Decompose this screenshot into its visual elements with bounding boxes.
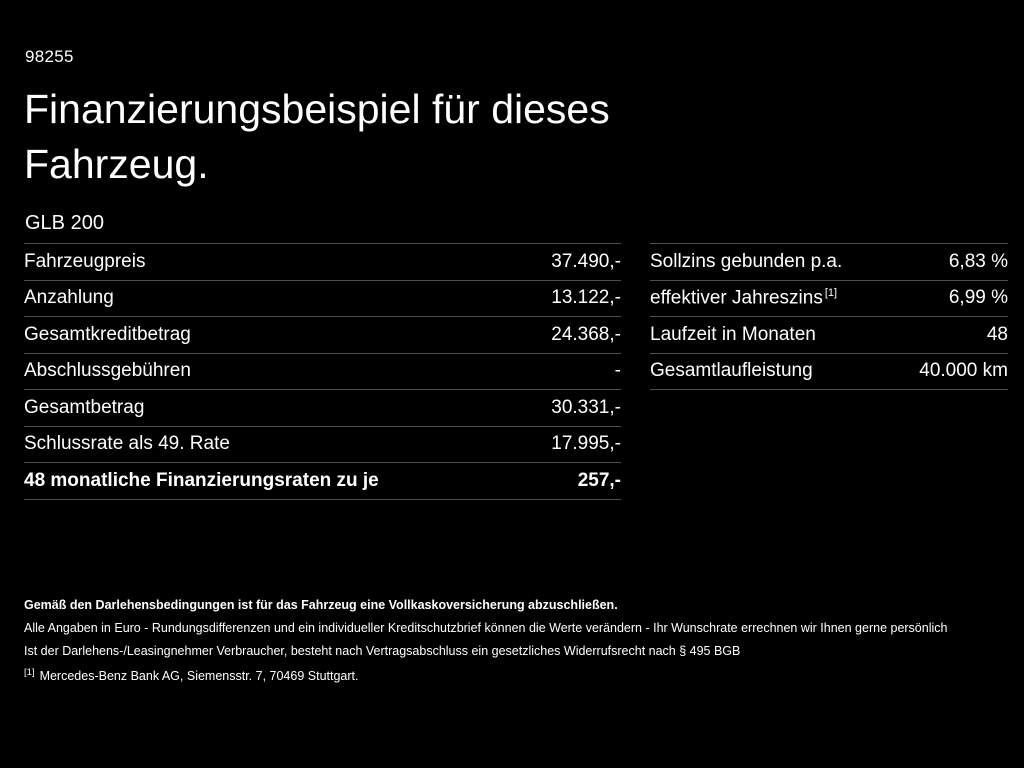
row-label: Abschlussgebühren <box>24 360 191 382</box>
table-row: Gesamtlaufleistung 40.000 km <box>650 354 1008 390</box>
footnotes-section: Gemäß den Darlehensbedingungen ist für d… <box>24 598 1009 692</box>
bank-footnote: [1] Mercedes-Benz Bank AG, Siemensstr. 7,… <box>24 667 1009 684</box>
row-label-text: effektiver Jahreszins <box>650 287 823 309</box>
row-label: Sollzins gebunden p.a. <box>650 250 843 272</box>
row-label: effektiver Jahreszins [1] <box>650 287 837 309</box>
footnote-text: Mercedes-Benz Bank AG, Siemensstr. 7, 70… <box>39 669 359 684</box>
row-value: 37.490,- <box>551 250 621 272</box>
row-value: 6,83 % <box>948 250 1008 272</box>
table-row: Laufzeit in Monaten 48 <box>650 317 1008 354</box>
row-label: 48 monatliche Finanzierungsraten zu je <box>24 469 379 491</box>
table-row: Anzahlung 13.122,- <box>24 281 621 317</box>
disclaimer-line2: Ist der Darlehens-/Leasingnehmer Verbrau… <box>24 644 741 658</box>
page-title-line1: Finanzierungsbeispiel für dieses <box>24 86 610 132</box>
row-value: 40.000 km <box>919 360 1008 382</box>
table-row: Gesamtbetrag 30.331,- <box>24 390 621 427</box>
table-row: Schlussrate als 49. Rate 17.995,- <box>24 427 621 463</box>
row-value: 13.122,- <box>551 287 621 309</box>
table-row-monthly-rate: 48 monatliche Finanzierungsraten zu je 2… <box>24 463 621 500</box>
table-row: Sollzins gebunden p.a. 6,83 % <box>650 244 1008 281</box>
row-label: Gesamtkreditbetrag <box>24 323 191 345</box>
vehicle-id: 98255 <box>25 47 74 66</box>
row-label: Anzahlung <box>24 287 114 309</box>
disclaimer-line1: Alle Angaben in Euro - Rundungsdifferenz… <box>24 621 948 635</box>
footnote-reference: [1] <box>824 287 838 300</box>
row-label: Gesamtbetrag <box>24 396 145 418</box>
page-title: Finanzierungsbeispiel für dieses Fahrzeu… <box>24 82 610 191</box>
row-label: Laufzeit in Monaten <box>650 323 816 345</box>
row-value: 17.995,- <box>551 433 621 455</box>
footnote-marker: [1] <box>24 667 35 678</box>
row-value: 6,99 % <box>948 287 1008 309</box>
financing-table-left: Fahrzeugpreis 37.490,- Anzahlung 13.122,… <box>24 243 621 500</box>
row-value: 48 <box>986 323 1008 345</box>
row-value: - <box>614 360 621 382</box>
row-label: Fahrzeugpreis <box>24 250 146 272</box>
row-label: Schlussrate als 49. Rate <box>24 433 230 455</box>
row-label: Gesamtlaufleistung <box>650 360 813 382</box>
table-row: Abschlussgebühren - <box>24 354 621 390</box>
table-row: Fahrzeugpreis 37.490,- <box>24 244 621 281</box>
row-value: 24.368,- <box>551 323 621 345</box>
insurance-note: Gemäß den Darlehensbedingungen ist für d… <box>24 598 618 612</box>
page-title-line2: Fahrzeug. <box>24 140 209 187</box>
vehicle-model: GLB 200 <box>25 212 104 234</box>
row-value: 257,- <box>577 469 621 491</box>
table-row: Gesamtkreditbetrag 24.368,- <box>24 317 621 354</box>
financing-table-right: Sollzins gebunden p.a. 6,83 % effektiver… <box>650 243 1008 390</box>
row-value: 30.331,- <box>551 396 621 418</box>
table-row: effektiver Jahreszins [1] 6,99 % <box>650 281 1008 317</box>
